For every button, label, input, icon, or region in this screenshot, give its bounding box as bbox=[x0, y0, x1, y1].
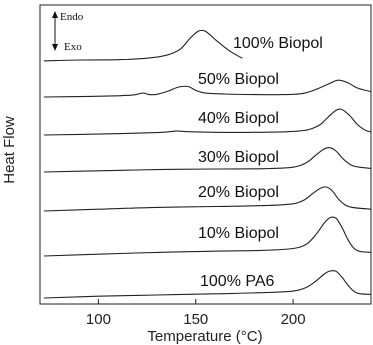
curve-10pct-biopol bbox=[43, 216, 372, 257]
x-tick-label-200: 200 bbox=[281, 311, 306, 328]
x-tick-label-150: 150 bbox=[183, 311, 208, 328]
curve-100pct-biopol bbox=[43, 29, 243, 62]
x-tick-label-100: 100 bbox=[86, 311, 111, 328]
series-label-100pct-biopol: 100% Biopol bbox=[233, 35, 323, 52]
legend-endo-label: Endo bbox=[60, 11, 84, 23]
x-axis-label: Temperature (°C) bbox=[147, 328, 262, 345]
series-label-40pct-biopol: 40% Biopol bbox=[198, 110, 279, 127]
series-label-50pct-biopol: 50% Biopol bbox=[198, 71, 279, 88]
series-labels-group: 100% Biopol 50% Biopol 40% Biopol 30% Biopo… bbox=[198, 35, 323, 290]
plot-frame bbox=[39, 4, 372, 305]
direction-legend: Endo Exo bbox=[52, 11, 84, 53]
curve-50pct-biopol bbox=[43, 79, 372, 98]
series-label-100pct-pa6: 100% PA6 bbox=[200, 273, 275, 290]
curve-20pct-biopol bbox=[43, 186, 372, 212]
series-label-30pct-biopol: 30% Biopol bbox=[198, 149, 279, 166]
curve-30pct-biopol bbox=[43, 147, 372, 173]
series-label-20pct-biopol: 20% Biopol bbox=[198, 184, 279, 201]
curve-40pct-biopol bbox=[43, 108, 372, 136]
series-label-10pct-biopol: 10% Biopol bbox=[198, 225, 279, 242]
y-axis-label: Heat Flow bbox=[1, 116, 18, 184]
legend-arrow-up-head bbox=[52, 11, 58, 18]
legend-arrow-down-head bbox=[52, 44, 58, 51]
x-ticks-group: 100 150 200 bbox=[86, 299, 306, 328]
curves-group bbox=[43, 29, 372, 299]
legend-exo-label: Exo bbox=[64, 41, 82, 53]
curve-100pct-pa6 bbox=[43, 270, 372, 299]
